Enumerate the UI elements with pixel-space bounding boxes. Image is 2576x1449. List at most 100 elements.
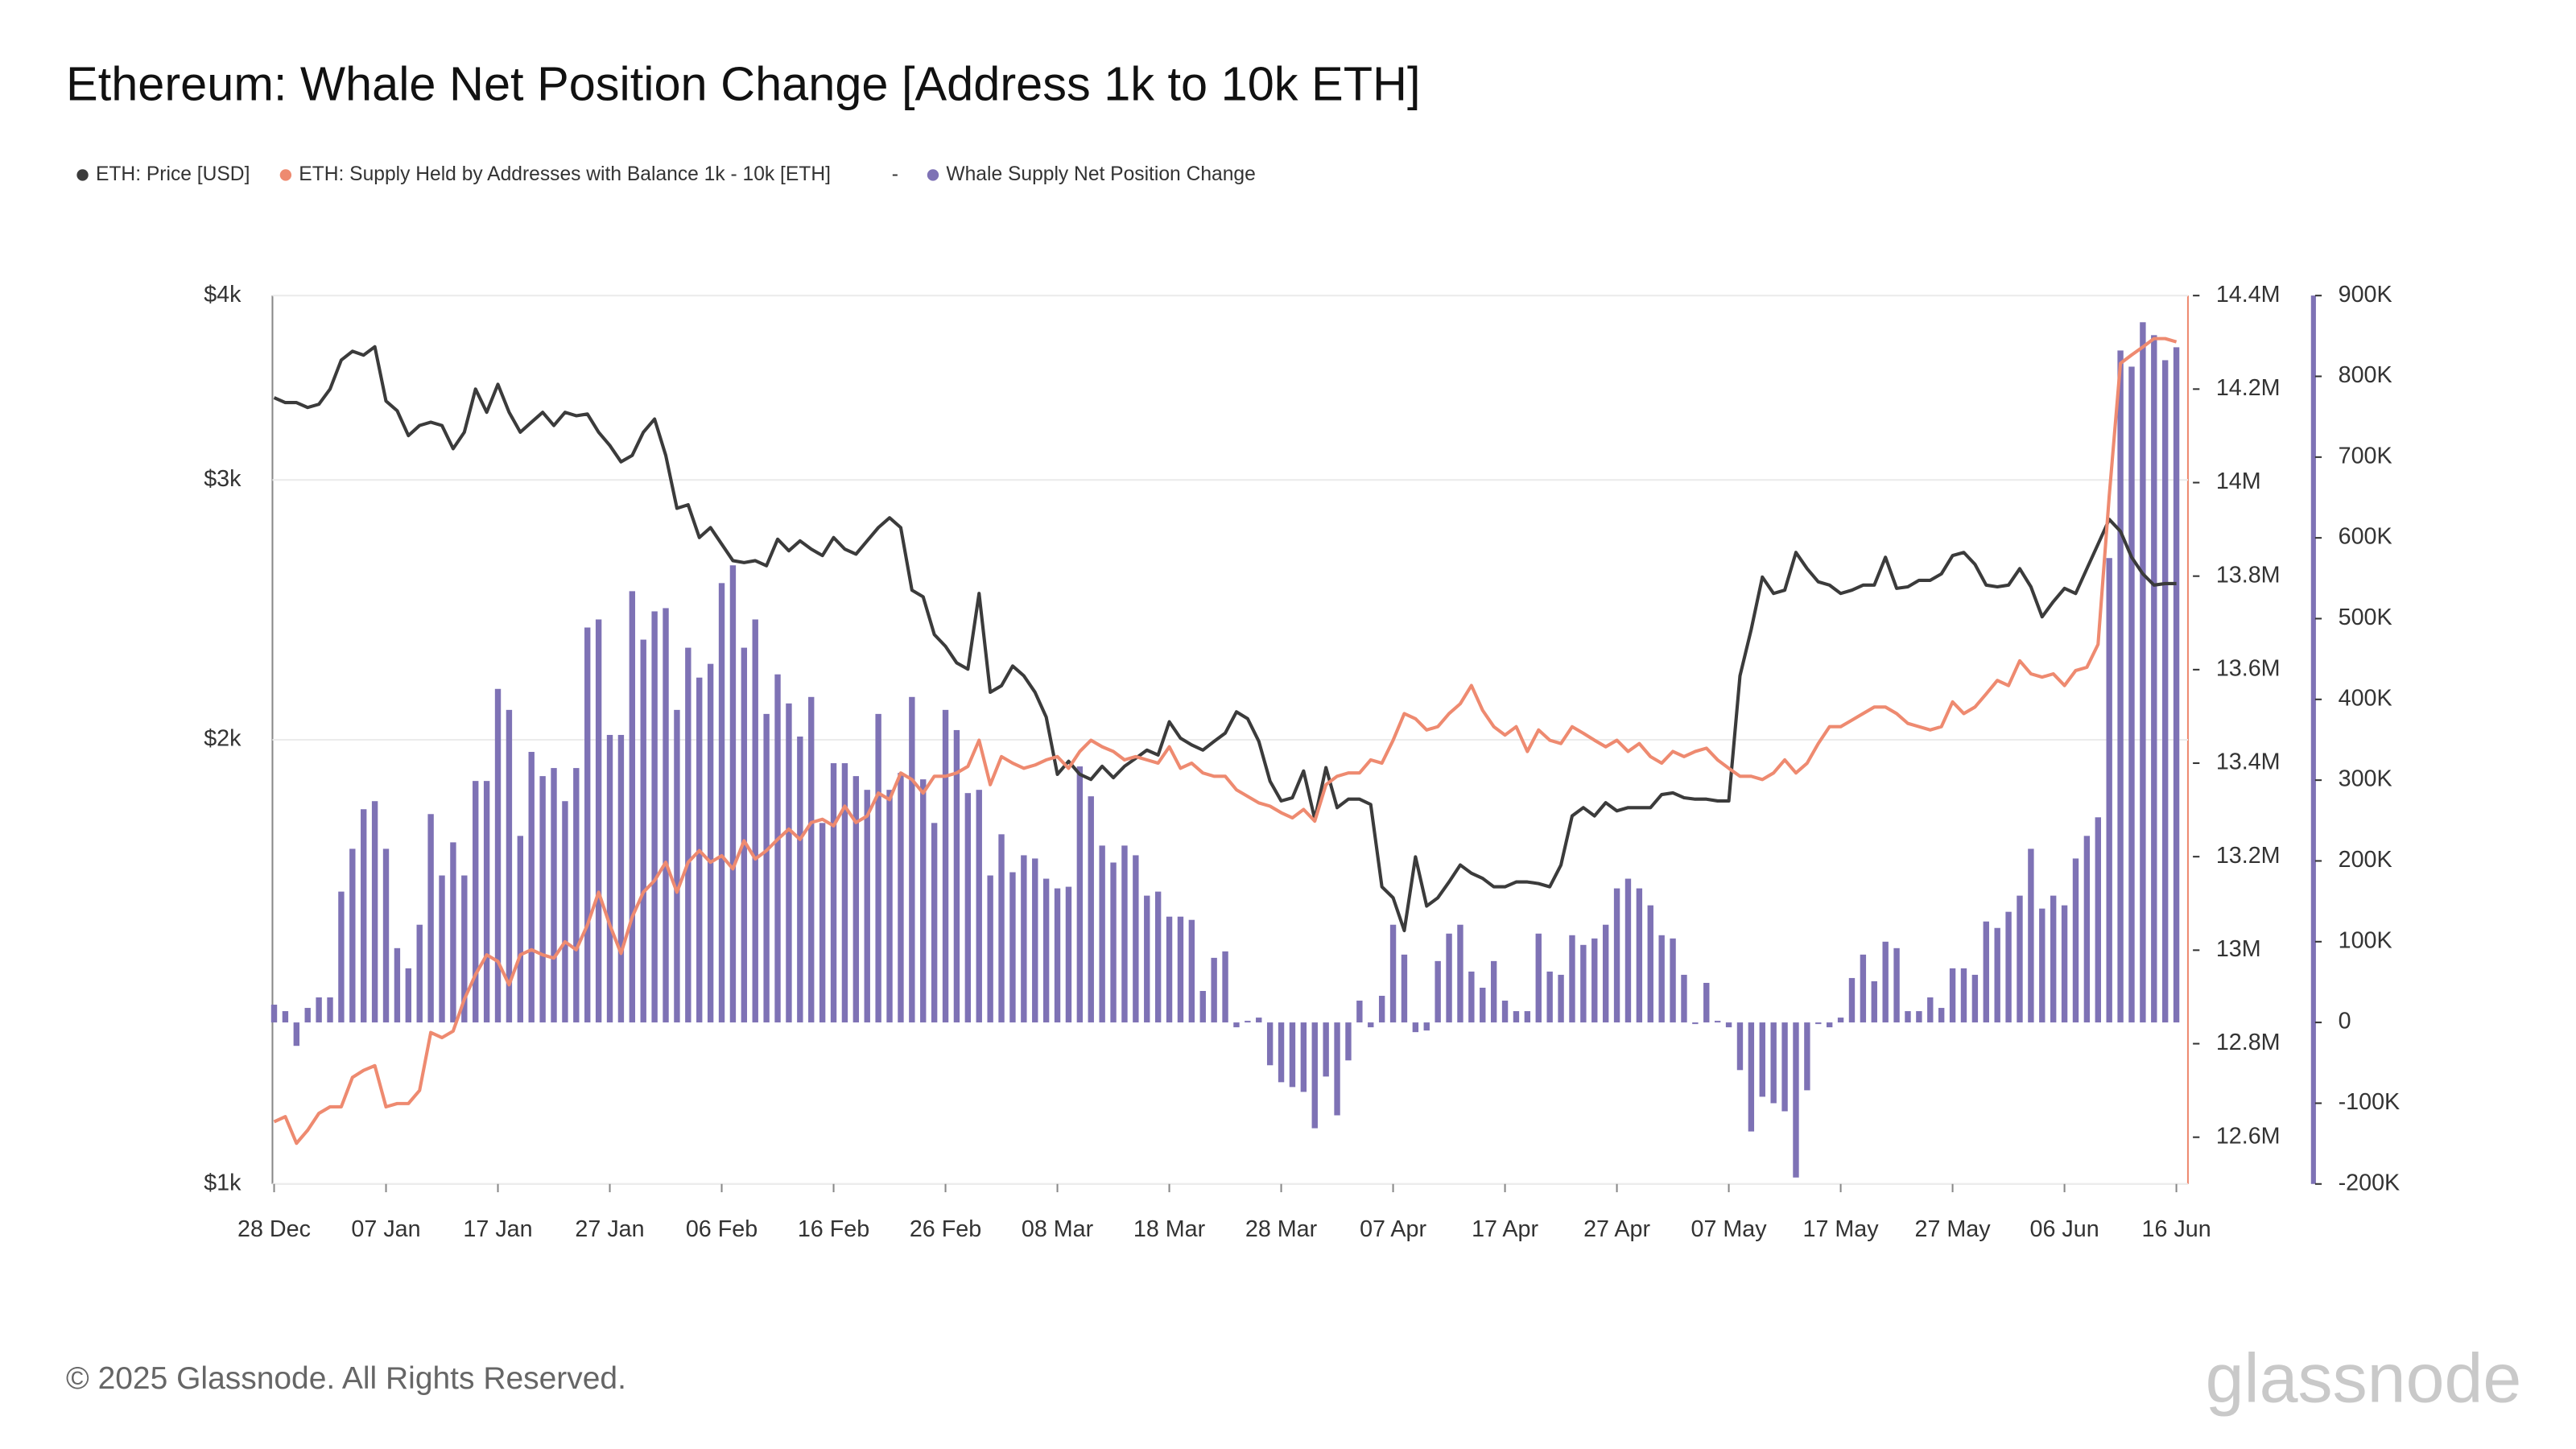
- bar: [707, 663, 714, 1023]
- bar: [2140, 322, 2146, 1023]
- bar: [1781, 1022, 1788, 1112]
- bar: [1356, 1001, 1363, 1023]
- bar: [1245, 1021, 1251, 1023]
- x-tick-label: 06 Jun: [2029, 1216, 2099, 1242]
- bar: [685, 647, 691, 1023]
- y3ticks-label: -100K: [2339, 1089, 2401, 1115]
- bar: [752, 619, 758, 1023]
- bar: [1692, 1022, 1699, 1025]
- bar: [1435, 960, 1441, 1023]
- bar: [1042, 878, 1050, 1023]
- y2ticks-label: 14.2M: [2216, 375, 2281, 401]
- bar: [718, 583, 725, 1023]
- bar: [282, 1011, 289, 1023]
- x-tick-label: 16 Feb: [798, 1216, 869, 1242]
- bar: [1524, 1011, 1531, 1023]
- bar: [473, 781, 479, 1023]
- chart-title: Ethereum: Whale Net Position Change [Add…: [66, 56, 1420, 110]
- bar: [852, 776, 860, 1023]
- x-tick-label: 27 May: [1915, 1216, 1992, 1242]
- bar: [1927, 997, 1934, 1023]
- bar: [964, 793, 972, 1023]
- yticks-label: $2k: [204, 726, 242, 752]
- bar: [1289, 1022, 1296, 1088]
- bar: [1613, 888, 1620, 1023]
- bar: [573, 768, 580, 1023]
- y3ticks-label: 700K: [2339, 443, 2392, 469]
- bar: [1480, 987, 1486, 1023]
- bar: [1144, 895, 1150, 1023]
- x-tick-label: 08 Mar: [1022, 1216, 1094, 1242]
- bar: [1971, 974, 1979, 1023]
- x-tick-label: 27 Apr: [1583, 1216, 1650, 1242]
- y2ticks-label: 13.6M: [2216, 655, 2281, 681]
- bar: [640, 639, 646, 1023]
- bar: [1211, 957, 1217, 1023]
- bar: [651, 611, 658, 1023]
- bar: [2061, 905, 2068, 1023]
- bar: [841, 763, 848, 1023]
- bar: [1591, 938, 1598, 1023]
- bar: [953, 729, 960, 1023]
- yticks-label: $3k: [204, 466, 242, 492]
- bar: [819, 823, 826, 1023]
- bar: [1446, 933, 1452, 1023]
- bar: [1256, 1018, 1262, 1023]
- bar: [1368, 1022, 1374, 1028]
- line: [273, 336, 2178, 1146]
- bar: [1770, 1022, 1777, 1104]
- bar: [1546, 971, 1553, 1023]
- bar: [1804, 1022, 1810, 1091]
- bar: [1871, 980, 1877, 1023]
- bar: [1389, 924, 1397, 1023]
- bar: [270, 1005, 278, 1023]
- bar: [1580, 944, 1587, 1023]
- bar: [1725, 1022, 1732, 1028]
- bar: [1121, 845, 1128, 1023]
- bar: [2028, 848, 2034, 1023]
- bar: [1311, 1022, 1318, 1129]
- y3ticks-label: 900K: [2339, 282, 2392, 308]
- bar: [405, 968, 412, 1023]
- legend-label: Whale Supply Net Position Change: [946, 163, 1255, 185]
- bar: [349, 848, 356, 1023]
- bar: [338, 891, 345, 1023]
- bar: [1736, 1022, 1744, 1071]
- bar: [1490, 960, 1497, 1023]
- y3ticks-label: 600K: [2339, 524, 2392, 550]
- bar: [2173, 347, 2180, 1023]
- x-tick-label: 17 Apr: [1472, 1216, 1538, 1242]
- bar: [629, 591, 636, 1023]
- bar: [1412, 1022, 1419, 1033]
- bar: [494, 688, 502, 1023]
- legend-label: ETH: Supply Held by Addresses with Balan…: [299, 163, 831, 185]
- bar: [786, 703, 792, 1023]
- x-tick-label: 28 Mar: [1245, 1216, 1318, 1242]
- bar: [2151, 335, 2157, 1023]
- bar: [1658, 935, 1665, 1023]
- bar: [875, 713, 881, 1023]
- bar: [2050, 895, 2057, 1023]
- bar: [1300, 1022, 1307, 1092]
- bar: [371, 801, 378, 1023]
- bar: [987, 875, 993, 1023]
- bar: [1994, 927, 2000, 1023]
- bar: [1558, 974, 1564, 1023]
- bar: [1188, 919, 1195, 1023]
- bar: [1266, 1022, 1274, 1066]
- bar: [450, 842, 456, 1023]
- bar: [1334, 1022, 1340, 1116]
- bar: [1938, 1008, 1945, 1023]
- y3ticks-label: 800K: [2339, 362, 2392, 388]
- x-tick-label: 28 Dec: [237, 1216, 311, 1242]
- bar: [942, 709, 949, 1023]
- bar: [539, 776, 546, 1023]
- y3ticks-label: 0: [2339, 1009, 2351, 1034]
- bar: [461, 875, 468, 1023]
- y2ticks-label: 12.6M: [2216, 1123, 2281, 1149]
- x-tick-label: 27 Jan: [575, 1216, 644, 1242]
- y3ticks-label: 500K: [2339, 605, 2392, 630]
- bar: [931, 823, 938, 1023]
